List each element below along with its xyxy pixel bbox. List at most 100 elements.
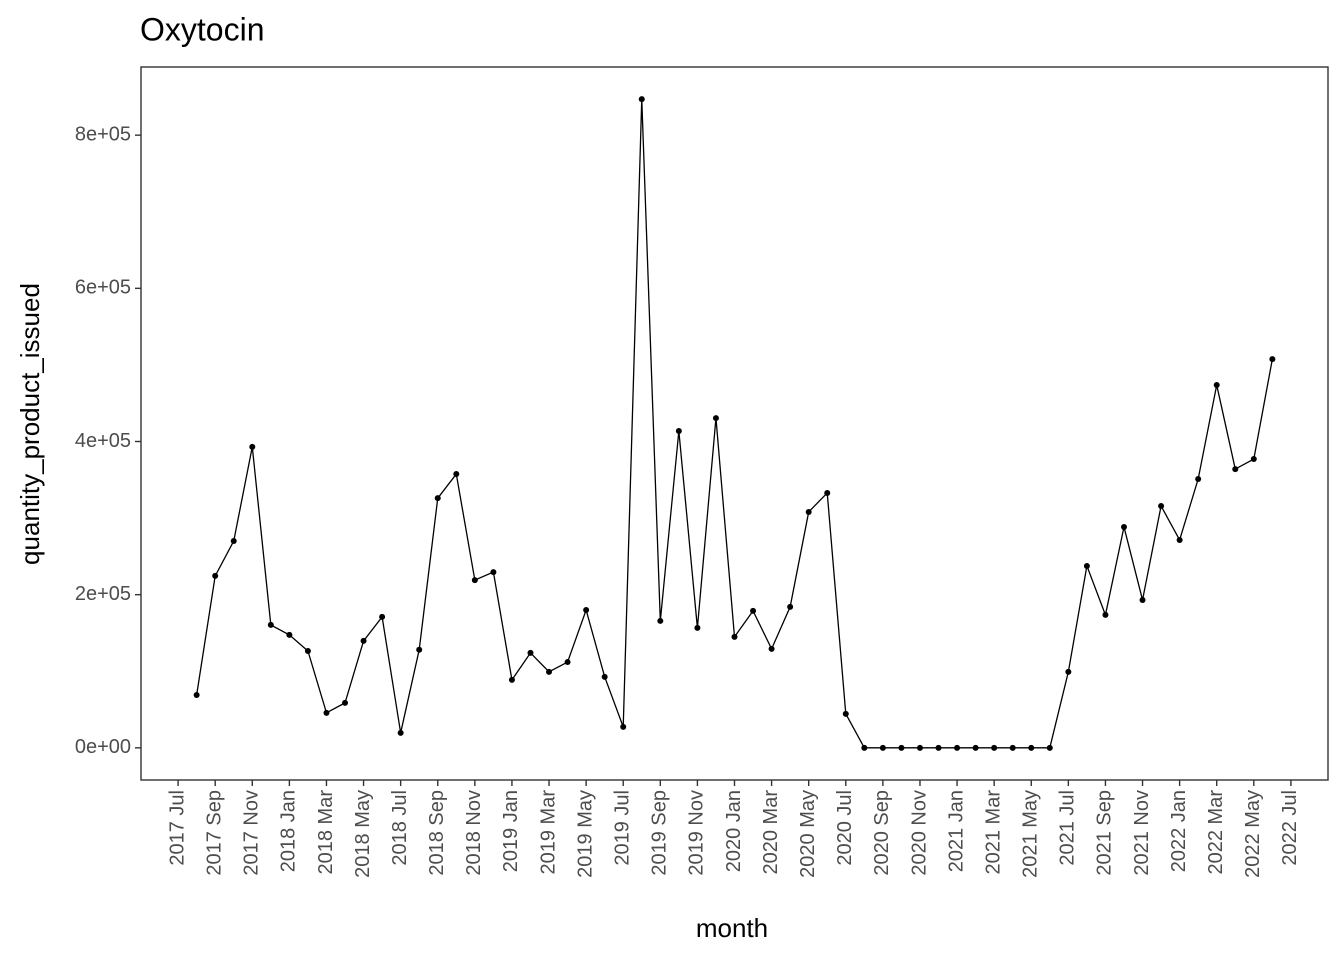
y-tick-label: 0e+00 xyxy=(75,736,131,758)
x-tick-label: 2021 Jul xyxy=(1057,790,1079,866)
x-tick-label: 2017 Nov xyxy=(241,790,263,876)
x-tick-label: 2020 Jul xyxy=(834,790,856,866)
point xyxy=(490,569,497,576)
point xyxy=(1139,596,1146,603)
point xyxy=(323,709,330,716)
x-tick-label: 2022 Jul xyxy=(1279,790,1301,866)
point xyxy=(1269,356,1276,363)
x-tick-label: 2019 Mar xyxy=(537,790,559,875)
y-axis-label: quantity_product_issued xyxy=(15,283,45,565)
point xyxy=(1046,744,1053,751)
point xyxy=(824,489,831,496)
point xyxy=(620,723,627,730)
point xyxy=(527,649,534,656)
point xyxy=(1195,476,1202,483)
y-tick-label: 8e+05 xyxy=(75,123,131,145)
x-tick-label: 2018 May xyxy=(352,790,374,878)
x-tick-label: 2018 Jul xyxy=(389,790,411,866)
point xyxy=(416,646,423,653)
point xyxy=(657,617,664,624)
point xyxy=(508,676,515,683)
point xyxy=(842,710,849,717)
y-tick-label: 4e+05 xyxy=(75,430,131,452)
point xyxy=(583,606,590,613)
x-tick-label: 2017 Jul xyxy=(166,790,188,866)
point xyxy=(750,607,757,614)
point xyxy=(360,637,367,644)
x-tick-label: 2021 Jan xyxy=(945,790,967,872)
point xyxy=(249,443,256,450)
x-tick-label: 2018 Sep xyxy=(426,790,448,876)
point xyxy=(898,744,905,751)
y-tick-label: 6e+05 xyxy=(75,277,131,299)
point xyxy=(768,645,775,652)
point xyxy=(1213,382,1220,389)
point xyxy=(342,699,349,706)
point xyxy=(1028,744,1035,751)
point xyxy=(1176,536,1183,543)
x-tick-label: 2019 Sep xyxy=(649,790,671,876)
x-tick-label: 2022 May xyxy=(1242,790,1264,878)
point xyxy=(546,668,553,675)
x-tick-label: 2019 Jul xyxy=(612,790,634,866)
point xyxy=(453,471,460,478)
point xyxy=(471,577,478,584)
point xyxy=(675,428,682,435)
x-tick-label: 2019 Nov xyxy=(686,790,708,876)
point xyxy=(787,603,794,610)
point xyxy=(304,647,311,654)
x-tick-label: 2021 May xyxy=(1020,790,1042,878)
x-tick-label: 2020 Nov xyxy=(908,790,930,876)
point xyxy=(694,624,701,631)
x-tick-label: 2020 May xyxy=(797,790,819,878)
point xyxy=(1250,456,1257,463)
point xyxy=(1102,611,1109,618)
x-tick-label: 2018 Mar xyxy=(315,790,337,875)
point xyxy=(379,613,386,620)
x-tick-label: 2020 Jan xyxy=(723,790,745,872)
x-tick-label: 2019 Jan xyxy=(500,790,522,872)
point xyxy=(564,659,571,666)
point xyxy=(1158,502,1165,509)
point xyxy=(954,744,961,751)
point xyxy=(286,631,293,638)
x-tick-label: 2018 Jan xyxy=(278,790,300,872)
point xyxy=(879,744,886,751)
chart-title: Oxytocin xyxy=(140,11,264,47)
x-tick-label: 2022 Mar xyxy=(1205,790,1227,875)
x-tick-label: 2021 Sep xyxy=(1094,790,1116,876)
x-tick-label: 2017 Sep xyxy=(203,790,225,876)
point xyxy=(212,572,219,579)
point xyxy=(434,495,441,502)
x-tick-label: 2021 Mar xyxy=(982,790,1004,875)
point xyxy=(1120,523,1127,530)
point xyxy=(916,744,923,751)
point xyxy=(731,633,738,640)
point xyxy=(861,744,868,751)
point xyxy=(397,729,404,736)
point xyxy=(230,538,237,545)
x-tick-label: 2020 Sep xyxy=(871,790,893,876)
x-tick-label: 2019 May xyxy=(574,790,596,878)
point xyxy=(1083,562,1090,569)
point xyxy=(1065,668,1072,675)
line xyxy=(195,99,1273,749)
x-tick-label: 2022 Jan xyxy=(1168,790,1190,872)
x-tick-label: 2020 Mar xyxy=(760,790,782,875)
point xyxy=(935,744,942,751)
point xyxy=(712,415,719,422)
point xyxy=(1232,466,1239,473)
point xyxy=(638,96,645,103)
point xyxy=(193,691,200,698)
panel-border xyxy=(140,66,1329,781)
x-tick-label: 2021 Nov xyxy=(1131,790,1153,876)
point xyxy=(267,621,274,628)
point xyxy=(991,744,998,751)
point xyxy=(805,508,812,515)
x-tick-label: 2018 Nov xyxy=(463,790,485,876)
point xyxy=(601,673,608,680)
x-axis-label: month xyxy=(696,913,768,943)
point xyxy=(1009,744,1016,751)
y-tick-label: 2e+05 xyxy=(75,583,131,605)
